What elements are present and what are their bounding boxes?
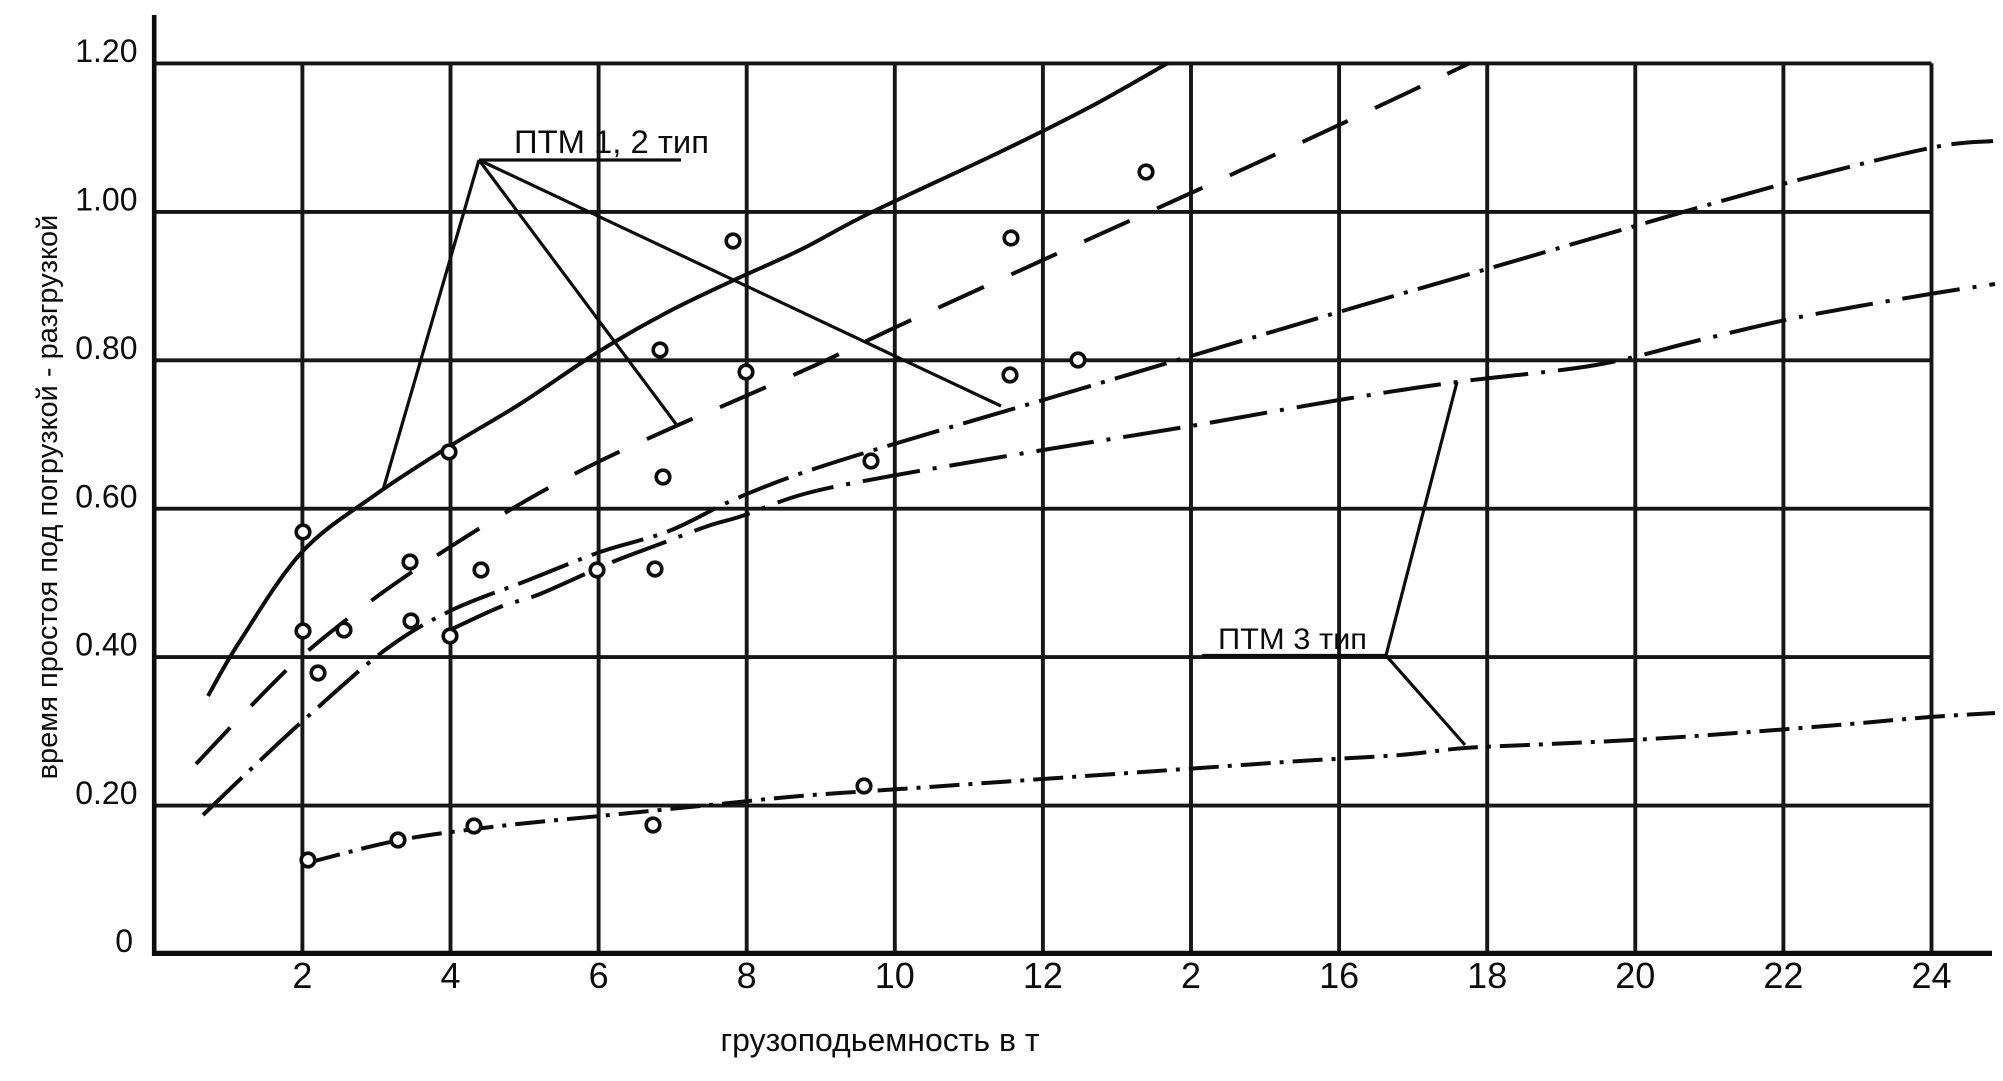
svg-text:0.20: 0.20 <box>75 775 137 811</box>
svg-text:22: 22 <box>1763 955 1803 996</box>
svg-text:ПТМ 1, 2 тип: ПТМ 1, 2 тип <box>514 124 709 160</box>
svg-text:0.80: 0.80 <box>75 330 137 366</box>
svg-text:0.60: 0.60 <box>75 478 137 514</box>
svg-text:6: 6 <box>589 955 609 996</box>
svg-text:10: 10 <box>875 955 915 996</box>
svg-text:1.20: 1.20 <box>75 33 137 69</box>
svg-text:20: 20 <box>1615 955 1655 996</box>
svg-text:2: 2 <box>292 955 312 996</box>
svg-text:ПТМ 3 тип: ПТМ 3 тип <box>1218 623 1367 656</box>
svg-text:18: 18 <box>1467 955 1507 996</box>
svg-text:грузоподьемность в т: грузоподьемность в т <box>720 1022 1039 1058</box>
svg-text:0.40: 0.40 <box>75 627 137 663</box>
svg-text:16: 16 <box>1319 955 1359 996</box>
svg-text:8: 8 <box>737 955 757 996</box>
svg-text:24: 24 <box>1911 955 1951 996</box>
svg-text:2: 2 <box>1181 955 1201 996</box>
svg-text:время простоя под погрузкой -: время простоя под погрузкой - разгрузкой <box>32 215 64 780</box>
svg-text:1.00: 1.00 <box>75 182 137 218</box>
svg-text:12: 12 <box>1023 955 1063 996</box>
svg-text:4: 4 <box>440 955 460 996</box>
svg-text:0: 0 <box>115 923 133 959</box>
